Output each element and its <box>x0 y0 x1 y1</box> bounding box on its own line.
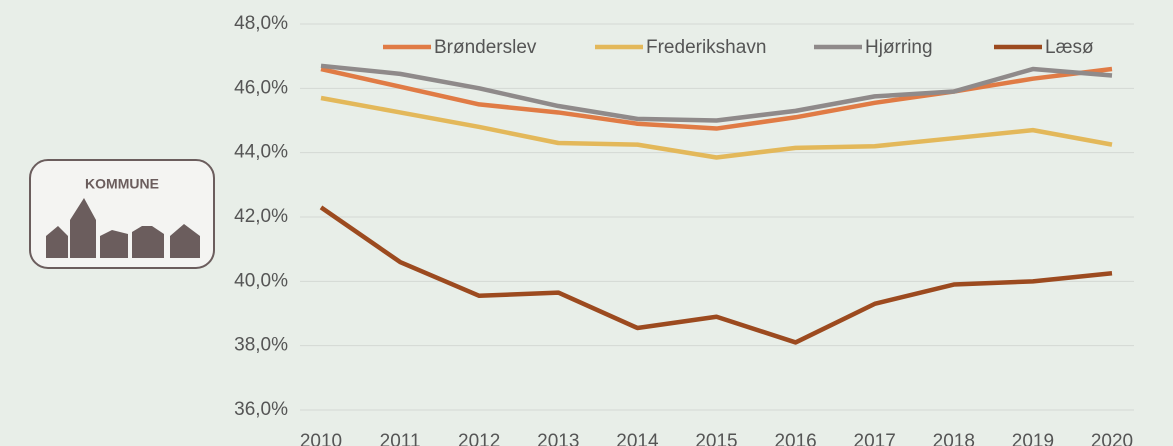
legend-label: Læsø <box>1045 37 1094 58</box>
series-line <box>320 95 1113 160</box>
y-tick-label: 46,0% <box>234 77 288 98</box>
x-tick-label: 2012 <box>458 431 500 446</box>
y-tick-label: 44,0% <box>234 142 288 163</box>
series-line <box>319 205 1113 345</box>
legend-label: Hjørring <box>865 37 933 58</box>
series-line <box>320 63 1113 123</box>
legend-label: Brønderslev <box>434 37 537 58</box>
x-tick-label: 2016 <box>774 431 816 446</box>
x-tick-label: 2018 <box>933 431 975 446</box>
x-tick-label: 2015 <box>695 431 737 446</box>
x-tick-label: 2020 <box>1091 431 1133 446</box>
y-tick-label: 48,0% <box>234 13 288 34</box>
legend-label: Frederikshavn <box>646 37 766 58</box>
x-tick-label: 2017 <box>854 431 896 446</box>
x-tick-label: 2010 <box>300 431 342 446</box>
y-tick-label: 42,0% <box>234 206 288 227</box>
series-line <box>320 66 1113 131</box>
logo: KOMMUNE <box>29 159 215 269</box>
logo-text: KOMMUNE <box>85 176 159 192</box>
x-tick-label: 2013 <box>537 431 579 446</box>
x-tick-label: 2014 <box>616 431 659 446</box>
logo-houses <box>46 198 200 258</box>
y-tick-label: 40,0% <box>234 270 288 291</box>
x-tick-label: 2011 <box>380 431 421 446</box>
y-tick-label: 36,0% <box>234 399 288 420</box>
y-tick-label: 38,0% <box>234 335 288 356</box>
x-tick-label: 2019 <box>1012 431 1054 446</box>
